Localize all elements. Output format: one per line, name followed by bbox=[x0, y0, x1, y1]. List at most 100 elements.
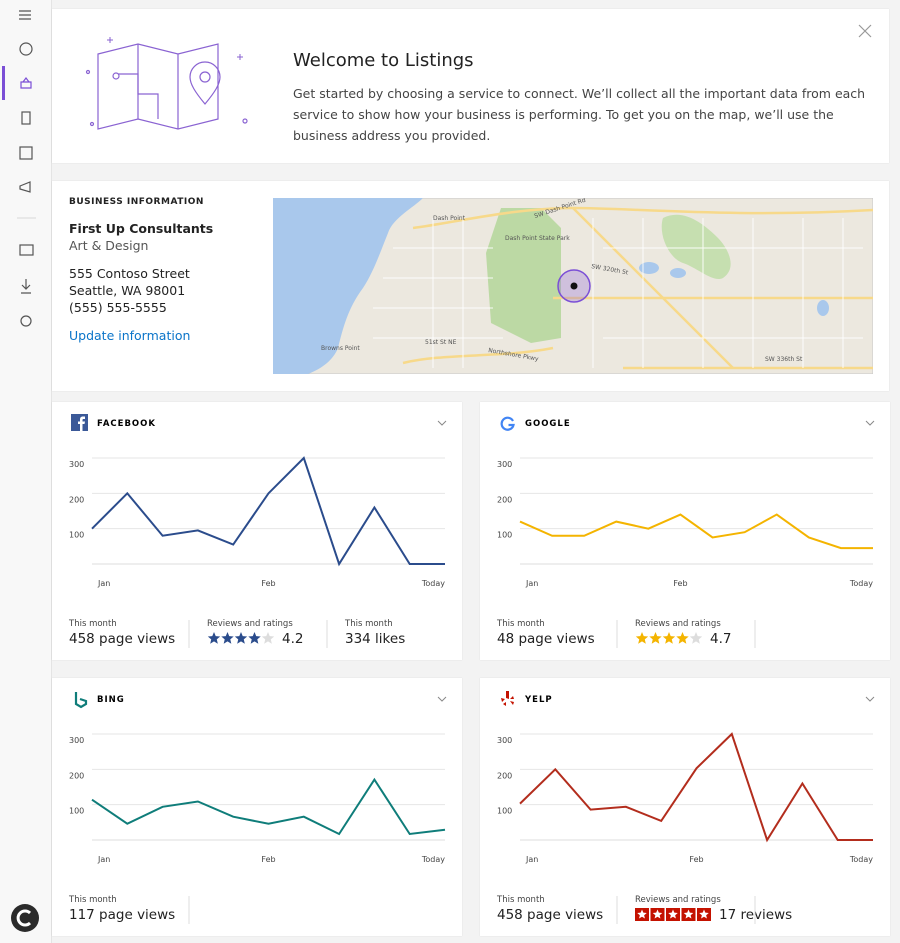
card-title: YELP bbox=[524, 695, 553, 705]
service-icon bbox=[500, 416, 515, 431]
update-link[interactable]: Update information bbox=[69, 328, 191, 343]
stat-label: This month bbox=[68, 895, 117, 905]
y-tick-label: 100 bbox=[497, 807, 512, 816]
x-tick-label: Today bbox=[421, 855, 445, 864]
stat-label: This month bbox=[68, 619, 117, 629]
menu-icon[interactable] bbox=[19, 10, 31, 20]
stat-label: Reviews and ratings bbox=[635, 619, 721, 629]
rating-star bbox=[635, 632, 649, 644]
download-icon[interactable] bbox=[21, 279, 31, 294]
sidebar bbox=[0, 0, 52, 943]
chart-card: BING 100 200 300 Jan Feb Today This month 117 pa… bbox=[52, 678, 462, 936]
calendar-icon[interactable] bbox=[19, 146, 33, 160]
map-illustration bbox=[85, 37, 248, 130]
chart: YELP 100 200 300 Jan Feb Today This month 458 pa… bbox=[496, 691, 875, 924]
rating-star bbox=[221, 632, 234, 644]
chart-card: GOOGLE 100 200 300 Jan Feb Today This month 48 p… bbox=[480, 402, 890, 660]
stat-value: 48 page views bbox=[497, 631, 595, 647]
stat-value: 458 page views bbox=[69, 631, 175, 647]
service-icon bbox=[71, 414, 88, 431]
stat-value: 334 likes bbox=[345, 631, 405, 647]
y-tick-label: 200 bbox=[69, 771, 84, 780]
icon bbox=[74, 692, 88, 709]
x-tick-label: Feb bbox=[261, 855, 275, 864]
x-tick-label: Today bbox=[849, 579, 873, 588]
icon bbox=[78, 416, 85, 431]
settings-icon[interactable] bbox=[20, 315, 32, 327]
icon bbox=[501, 691, 514, 706]
expand-chevron[interactable] bbox=[865, 696, 875, 702]
account-icon[interactable] bbox=[11, 904, 39, 932]
rating-star bbox=[676, 632, 689, 644]
business-card: BUSINESS INFORMATION First Up Consultant… bbox=[52, 181, 889, 391]
chart: GOOGLE 100 200 300 Jan Feb Today This month 48 p… bbox=[496, 416, 875, 648]
map-label: Browns Point bbox=[321, 345, 360, 352]
stat-value: 458 page views bbox=[497, 907, 603, 923]
chart-card: YELP 100 200 300 Jan Feb Today This month 458 pa… bbox=[480, 678, 890, 936]
rating-star bbox=[668, 909, 678, 919]
y-tick-label: 100 bbox=[69, 531, 84, 540]
card-title: FACEBOOK bbox=[97, 419, 156, 429]
stat-label: This month bbox=[496, 895, 545, 905]
service-icon bbox=[74, 692, 88, 709]
y-tick-label: 100 bbox=[69, 807, 84, 816]
rating-star bbox=[207, 632, 221, 644]
expand-chevron[interactable] bbox=[437, 420, 447, 426]
stat-value: 4.7 bbox=[710, 631, 731, 647]
campaign-icon[interactable] bbox=[19, 181, 31, 193]
business-category: Art & Design bbox=[69, 238, 149, 253]
rating-star bbox=[699, 909, 709, 919]
x-tick-label: Feb bbox=[689, 855, 703, 864]
rating-star bbox=[683, 909, 694, 919]
address-line: (555) 555-5555 bbox=[69, 300, 167, 315]
welcome-body: Get started by choosing a service to con… bbox=[293, 86, 866, 143]
series-line bbox=[91, 777, 446, 836]
x-tick-label: Feb bbox=[673, 579, 687, 588]
rating-star bbox=[689, 632, 703, 644]
welcome-title: Welcome to Listings bbox=[293, 50, 474, 71]
expand-chevron[interactable] bbox=[437, 696, 447, 702]
stat-label: This month bbox=[344, 619, 393, 629]
y-tick-label: 200 bbox=[497, 771, 512, 780]
address-line: 555 Contoso Street bbox=[69, 266, 190, 281]
stat-value: 17 reviews bbox=[719, 907, 792, 923]
chart-card: FACEBOOK 100 200 300 Jan Feb Today This month 45… bbox=[52, 402, 462, 660]
rating-star bbox=[248, 632, 261, 644]
rating-star bbox=[662, 632, 676, 644]
chart: FACEBOOK 100 200 300 Jan Feb Today This month 45… bbox=[68, 414, 447, 648]
map-label: SW 336th St bbox=[765, 356, 803, 363]
rating-star bbox=[652, 909, 663, 919]
rating-star bbox=[234, 632, 248, 644]
close-button[interactable] bbox=[858, 24, 872, 38]
pages-icon[interactable] bbox=[21, 111, 31, 125]
expand-chevron[interactable] bbox=[865, 420, 875, 426]
card-title: GOOGLE bbox=[525, 419, 571, 429]
x-tick-label: Today bbox=[849, 855, 873, 864]
x-tick-label: Today bbox=[421, 579, 445, 588]
dashboard-icon[interactable] bbox=[19, 42, 33, 56]
series-line bbox=[519, 732, 873, 843]
map-label: Dash Point State Park bbox=[505, 235, 570, 242]
x-tick-label: Jan bbox=[97, 579, 110, 588]
stat-label: Reviews and ratings bbox=[635, 895, 721, 905]
icon bbox=[500, 416, 515, 431]
y-tick-label: 300 bbox=[69, 460, 84, 469]
y-tick-label: 100 bbox=[497, 531, 512, 540]
series-line bbox=[91, 456, 445, 567]
rating-star bbox=[637, 909, 647, 919]
x-tick-label: Feb bbox=[261, 579, 275, 588]
rating-star bbox=[261, 632, 275, 644]
series-line bbox=[519, 513, 873, 550]
x-tick-label: Jan bbox=[525, 855, 538, 864]
y-tick-label: 200 bbox=[497, 495, 512, 504]
contacts-icon[interactable] bbox=[19, 244, 34, 256]
chart: BING 100 200 300 Jan Feb Today This month 117 pa… bbox=[68, 692, 447, 924]
listings-icon[interactable] bbox=[20, 77, 32, 89]
y-tick-label: 300 bbox=[69, 736, 84, 745]
map-label: 51st St NE bbox=[425, 339, 457, 346]
welcome-card: Welcome to Listings Get started by choos… bbox=[52, 9, 889, 163]
stat-label: This month bbox=[496, 619, 545, 629]
stat-label: Reviews and ratings bbox=[207, 619, 293, 629]
service-icon bbox=[501, 691, 514, 706]
